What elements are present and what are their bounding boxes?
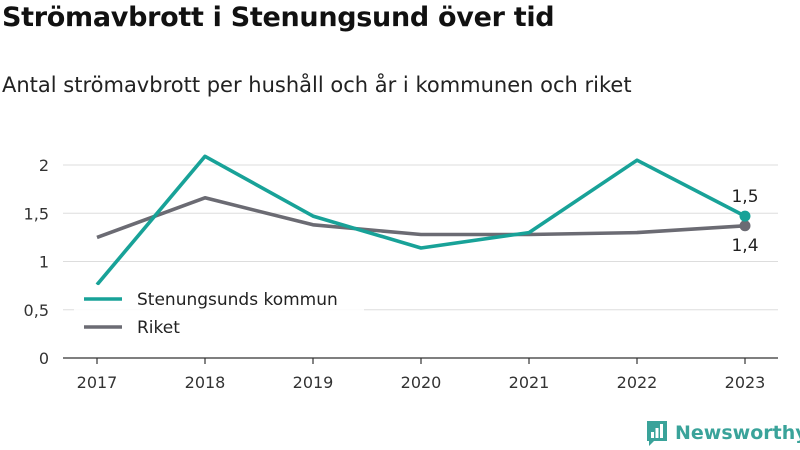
x-axis-ticks: 2017 2018 2019 2020 2021 2022 2023: [77, 358, 766, 392]
legend: Stenungsunds kommun Riket: [74, 285, 364, 343]
legend-background: [74, 285, 364, 343]
x-tick-label: 2018: [185, 373, 226, 392]
legend-label: Stenungsunds kommun: [137, 290, 338, 310]
brand-name: Newsworthy: [675, 422, 800, 444]
y-tick-label: 1: [39, 253, 49, 272]
x-tick-label: 2021: [509, 373, 550, 392]
data-label-riket: 1,4: [731, 236, 758, 256]
x-tick-label: 2023: [725, 373, 766, 392]
y-tick-label: 0: [39, 349, 49, 368]
end-point-stenungsund: [739, 210, 751, 222]
x-tick-label: 2017: [77, 373, 118, 392]
series-lines: 1,5 1,4: [95, 154, 759, 286]
x-tick-label: 2020: [401, 373, 442, 392]
y-tick-label: 0,5: [24, 301, 49, 320]
newsworthy-logo: Newsworthy: [645, 418, 800, 448]
x-tick-label: 2019: [293, 373, 334, 392]
series-line-stenungsund: [95, 154, 746, 286]
chart-subtitle: Antal strömavbrott per hushåll och år i …: [2, 73, 632, 97]
newsworthy-logo-icon: [647, 421, 667, 446]
y-tick-label: 2: [39, 156, 49, 175]
series-line-riket: [96, 196, 746, 240]
y-axis-ticks: 0 0,5 1 1,5 2: [24, 156, 49, 368]
end-point-riket: [739, 220, 751, 232]
x-tick-label: 2022: [617, 373, 658, 392]
data-label-stenungsund: 1,5: [731, 187, 758, 207]
y-tick-label: 1,5: [24, 204, 49, 223]
chart-title: Strömavbrott i Stenungsund över tid: [2, 2, 555, 33]
legend-label: Riket: [137, 318, 180, 338]
